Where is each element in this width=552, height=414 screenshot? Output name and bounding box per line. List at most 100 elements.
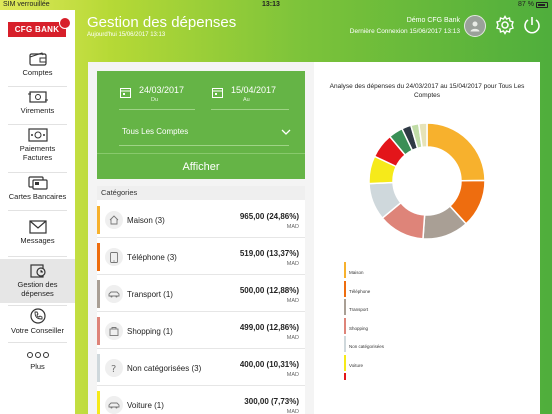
category-currency: MAD (286, 298, 299, 304)
chart-column: Analyse des dépenses du 24/03/2017 au 15… (314, 62, 540, 414)
battery-percent: 87 % (518, 1, 534, 8)
legend-label: Voiture (349, 362, 364, 368)
account-select[interactable]: Tous Les Comptes (122, 127, 189, 136)
logout-power-icon[interactable] (522, 15, 542, 35)
last-connection: Dernière Connexion 15/06/2017 13:13 (349, 28, 460, 35)
category-color-bar (97, 391, 100, 414)
divider (211, 109, 289, 110)
left-column: 24/03/2017 Du 15/04/2017 Au Tous Les Com… (88, 62, 314, 414)
calendar-icon (120, 88, 131, 98)
donut-slice-maison (426, 122, 486, 182)
calendar-icon (212, 88, 223, 98)
legend-swatch (344, 317, 346, 334)
category-amount: 400,00 (10,31%) (239, 360, 299, 369)
divider (8, 305, 67, 306)
sidebar-item-label: Virements (20, 106, 55, 115)
legend-swatch (344, 373, 346, 380)
category-name: Transport (1) (127, 290, 173, 299)
legend-item: Téléphone (344, 280, 494, 299)
categories-list: Catégories Maison (3) 965,00 (24,86%) MAD T… (97, 186, 305, 414)
sidebar-item-cartes-bancaires[interactable]: Cartes Bancaires (0, 176, 75, 206)
category-color-bar (97, 206, 100, 234)
sidebar-item-paiements-factures[interactable]: Paiements Factures (0, 128, 75, 168)
divider (8, 210, 67, 211)
sidebar-item-label: Plus (30, 362, 45, 371)
user-icon (470, 21, 480, 32)
sidebar-item-label: Comptes (22, 68, 53, 77)
category-amount: 499,00 (12,86%) (239, 323, 299, 332)
carrier-label: SIM verrouillée (3, 1, 50, 8)
house-icon (105, 211, 123, 229)
category-color-bar (97, 280, 100, 308)
clock: 13:13 (262, 1, 280, 8)
envelope-icon (28, 220, 47, 234)
sidebar-item-label: Paiements Factures (19, 144, 56, 162)
bill-icon (27, 128, 48, 142)
date-from-picker[interactable]: 24/03/2017 Du (117, 81, 197, 107)
divider (8, 124, 67, 125)
legend-item: Voiture (344, 354, 494, 373)
sidebar-item-label: Votre Conseiller (11, 326, 64, 335)
category-row[interactable]: ? Non catégorisées (3) 400,00 (10,31%) MAD (97, 350, 305, 386)
card-icon (27, 176, 48, 190)
category-row[interactable]: Shopping (1) 499,00 (12,86%) MAD (97, 313, 305, 349)
chevron-down-icon[interactable] (281, 129, 291, 135)
category-row[interactable]: Téléphone (3) 519,00 (13,37%) MAD (97, 239, 305, 275)
settings-gear-icon[interactable] (495, 15, 515, 35)
category-color-bar (97, 317, 100, 345)
sidebar-item-plus[interactable]: Plus (0, 350, 75, 380)
sidebar-item-gestion-depenses[interactable]: Gestion des dépenses (0, 259, 75, 303)
donut-slice-other-10 (417, 122, 428, 149)
sidebar-item-label: Cartes Bancaires (8, 192, 67, 201)
donut-chart (368, 122, 486, 240)
legend-label: Maison (349, 270, 364, 275)
categories-header: Catégories (97, 186, 305, 200)
category-row[interactable]: Voiture (1) 300,00 (7,73%) MAD (97, 387, 305, 414)
more-icon (26, 352, 49, 358)
page-subtitle-date: Aujourd'hui 15/06/2017 13:13 (87, 32, 166, 38)
sidebar-item-virements[interactable]: Virements (0, 90, 75, 120)
phone-icon (29, 308, 46, 324)
shopping-icon (105, 322, 123, 340)
battery-icon (536, 1, 548, 8)
legend-swatch (344, 354, 346, 371)
legend-item: Maison (344, 262, 494, 280)
date-to-picker[interactable]: 15/04/2017 Au (209, 81, 289, 107)
category-row[interactable]: Transport (1) 500,00 (12,88%) MAD (97, 276, 305, 312)
category-amount: 300,00 (7,73%) (244, 397, 299, 406)
category-color-bar (97, 243, 100, 271)
category-name: Non catégorisées (3) (127, 364, 202, 373)
category-currency: MAD (286, 261, 299, 267)
chart-title: Analyse des dépenses du 24/03/2017 au 15… (329, 83, 525, 99)
legend-label: Téléphone (349, 288, 371, 294)
page-title: Gestion des dépenses (87, 14, 237, 31)
divider (119, 109, 195, 110)
afficher-button[interactable]: Afficher (97, 153, 305, 179)
avatar[interactable] (464, 15, 486, 37)
legend-item (344, 373, 494, 391)
sidebar-item-votre-conseiller[interactable]: Votre Conseiller (0, 308, 75, 338)
divider (119, 145, 289, 146)
expense-icon (29, 264, 46, 278)
category-amount: 519,00 (13,37%) (239, 249, 299, 258)
svg-text:?: ? (111, 364, 116, 373)
category-name: Voiture (1) (127, 401, 164, 410)
category-currency: MAD (286, 335, 299, 341)
divider (8, 342, 67, 343)
category-currency: MAD (286, 224, 299, 230)
legend-item: Non catégorisées (344, 336, 494, 354)
cfg-bank-logo: CFG BANK (8, 17, 71, 37)
sidebar-item-comptes[interactable]: Comptes (0, 52, 75, 82)
legend-swatch (344, 280, 346, 297)
legend-label: Non catégorisées (349, 344, 385, 349)
car-icon (105, 285, 123, 303)
sidebar-item-messages[interactable]: Messages (0, 220, 75, 252)
status-bar: SIM verrouillée 13:13 87 % (0, 0, 552, 10)
wallet-icon (28, 52, 47, 66)
category-name: Maison (3) (127, 216, 165, 225)
sidebar: CFG BANK Comptes Virements Paiements Fac… (0, 10, 75, 414)
transfer-icon (27, 91, 48, 103)
category-color-bar (97, 354, 100, 382)
category-row[interactable]: Maison (3) 965,00 (24,86%) MAD (97, 202, 305, 238)
question-icon: ? (105, 359, 123, 377)
